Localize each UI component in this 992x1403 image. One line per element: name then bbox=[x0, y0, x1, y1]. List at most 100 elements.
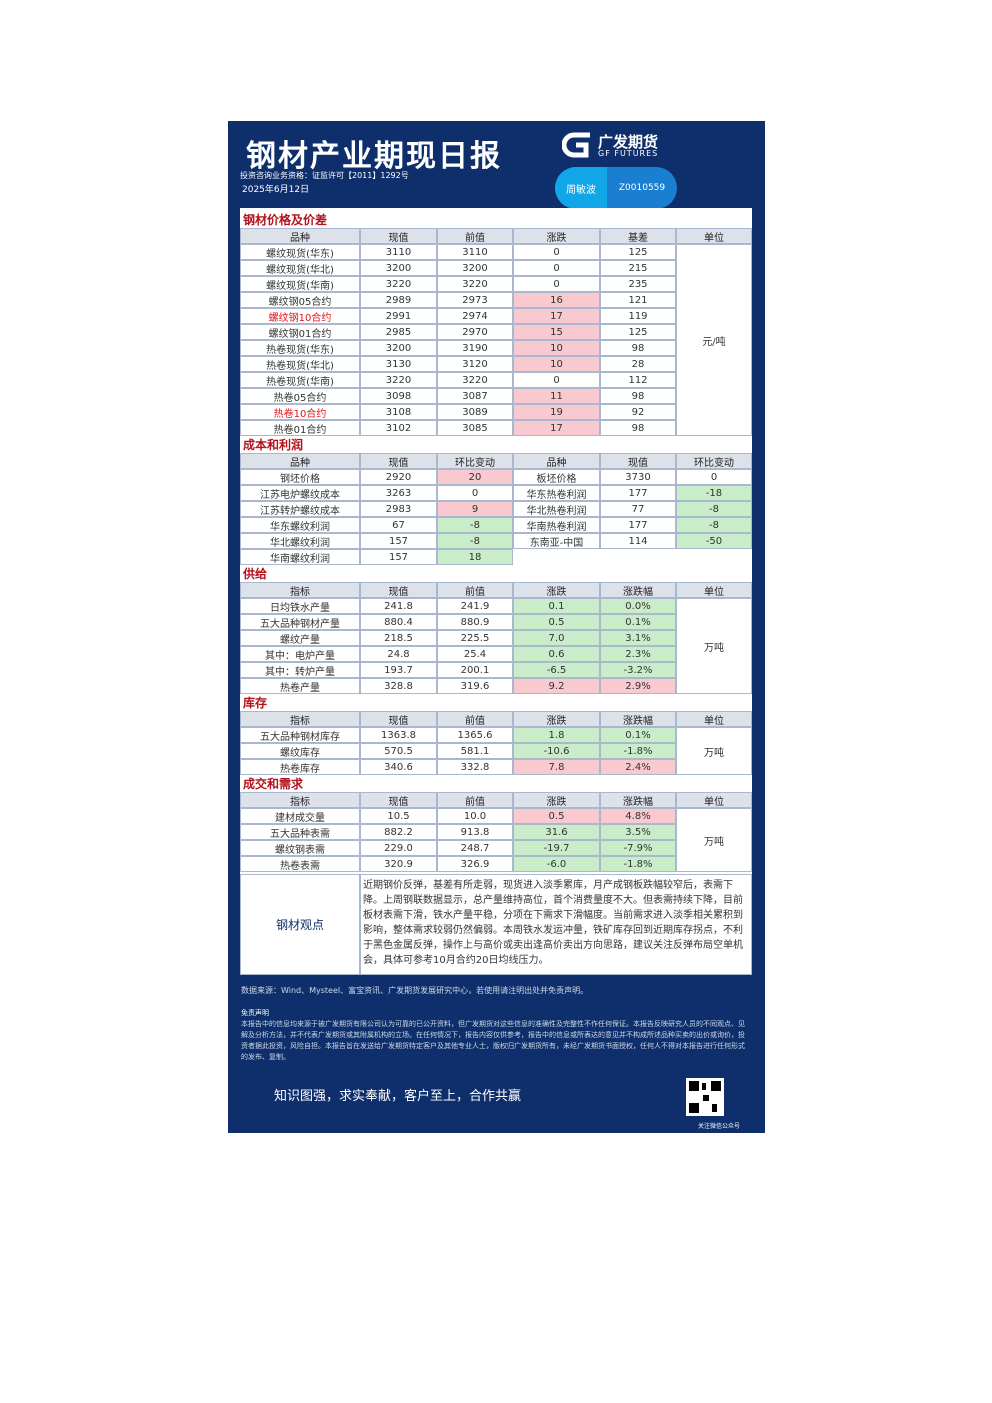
cell-value: 92 bbox=[600, 404, 676, 420]
cell-value: 1.8 bbox=[513, 727, 600, 743]
cell-value: 248.7 bbox=[437, 840, 513, 856]
column-header: 涨跌幅 bbox=[600, 582, 676, 598]
cell-value: 3085 bbox=[437, 420, 513, 436]
cell-value: 157 bbox=[360, 533, 437, 549]
column-header: 前值 bbox=[437, 792, 513, 808]
column-header: 指标 bbox=[240, 582, 360, 598]
cell-value: 3.5% bbox=[600, 824, 676, 840]
license: 投资咨询业务资格：证监许可【2011】1292号 bbox=[240, 171, 409, 180]
column-header: 现值 bbox=[360, 792, 437, 808]
cell-value: 3263 bbox=[360, 485, 437, 501]
cell-value: 119 bbox=[600, 308, 676, 324]
column-header: 前值 bbox=[437, 711, 513, 727]
cell-value: 880.9 bbox=[437, 614, 513, 630]
cell-value: 19 bbox=[513, 404, 600, 420]
cell-value: 98 bbox=[600, 388, 676, 404]
cell-value: 570.5 bbox=[360, 743, 437, 759]
cell-value: 2989 bbox=[360, 292, 437, 308]
analyst-id: Z0010559 bbox=[618, 183, 666, 193]
disclaimer-title: 免责声明 bbox=[241, 1009, 269, 1017]
cell-value: 880.4 bbox=[360, 614, 437, 630]
cell-value: 157 bbox=[360, 549, 437, 565]
cell-value: -3.2% bbox=[600, 662, 676, 678]
analyst: 周敏波 bbox=[555, 167, 607, 209]
row-label: 五大品种表需 bbox=[240, 824, 360, 840]
column-header: 现值 bbox=[360, 582, 437, 598]
logo-en: GF FUTURES bbox=[598, 149, 659, 158]
row-label: 其中：电炉产量 bbox=[240, 646, 360, 662]
cell-value: 2.4% bbox=[600, 759, 676, 775]
cell-value: 0 bbox=[513, 276, 600, 292]
cell-value: 18 bbox=[437, 549, 513, 565]
views-label: 钢材观点 bbox=[240, 874, 360, 975]
row-label: 华东螺纹利润 bbox=[240, 517, 360, 533]
column-header: 指标 bbox=[240, 711, 360, 727]
row-label: 螺纹库存 bbox=[240, 743, 360, 759]
column-header: 单位 bbox=[676, 228, 752, 244]
cell-value: 9.2 bbox=[513, 678, 600, 694]
cell-value: 17 bbox=[513, 420, 600, 436]
column-header: 单位 bbox=[676, 792, 752, 808]
cell-value: -8 bbox=[437, 533, 513, 549]
cell-value: 0.5 bbox=[513, 614, 600, 630]
row-label: 螺纹现货(华南) bbox=[240, 276, 360, 292]
column-header: 涨跌 bbox=[513, 711, 600, 727]
cell-value: 3220 bbox=[437, 372, 513, 388]
column-header: 品种 bbox=[240, 453, 360, 469]
cell-value: 3200 bbox=[360, 340, 437, 356]
row-label: 热卷现货(华东) bbox=[240, 340, 360, 356]
cell-value: 200.1 bbox=[437, 662, 513, 678]
cell-value: 2985 bbox=[360, 324, 437, 340]
cell-value: 581.1 bbox=[437, 743, 513, 759]
cell-value: 320.9 bbox=[360, 856, 437, 872]
cell-value: 20 bbox=[437, 469, 513, 485]
cell-value: 0.1% bbox=[600, 727, 676, 743]
title: 钢材产业期现日报 bbox=[246, 139, 502, 174]
cell-value: 2991 bbox=[360, 308, 437, 324]
cell-value: 10 bbox=[513, 356, 600, 372]
cell-value: 241.8 bbox=[360, 598, 437, 614]
cell-value: 2.3% bbox=[600, 646, 676, 662]
cell-value: 241.9 bbox=[437, 598, 513, 614]
qr-caption: 关注微信公众号 bbox=[698, 1123, 741, 1130]
cell-value: 11 bbox=[513, 388, 600, 404]
cell-value: 2974 bbox=[437, 308, 513, 324]
cell-value: 3220 bbox=[360, 372, 437, 388]
cell-value: 10.5 bbox=[360, 808, 437, 824]
row-label: 热卷产量 bbox=[240, 678, 360, 694]
row-label: 板坯价格 bbox=[513, 469, 600, 485]
column-header: 品种 bbox=[240, 228, 360, 244]
cell-value: 0 bbox=[513, 260, 600, 276]
cell-value: 98 bbox=[600, 340, 676, 356]
column-header: 前值 bbox=[437, 582, 513, 598]
cell-value: 340.6 bbox=[360, 759, 437, 775]
cell-value: 0.0% bbox=[600, 598, 676, 614]
content-box: 钢材价格及价差 品种 现值 前值 涨跌 基差 单位 螺纹现货(华东) 3110 3110 0 125 螺… bbox=[240, 208, 752, 975]
cell-value: 3110 bbox=[437, 244, 513, 260]
cell-value: 3089 bbox=[437, 404, 513, 420]
cell-value: 2.9% bbox=[600, 678, 676, 694]
cell-value: 177 bbox=[600, 517, 676, 533]
cell-value: -19.7 bbox=[513, 840, 600, 856]
cell-value: -1.8% bbox=[600, 743, 676, 759]
column-header: 环比变动 bbox=[676, 453, 752, 469]
unit: 万吨 bbox=[676, 598, 752, 694]
cell-value: -10.6 bbox=[513, 743, 600, 759]
cell-value: 112 bbox=[600, 372, 676, 388]
cell-value: 3200 bbox=[437, 260, 513, 276]
cell-value: 326.9 bbox=[437, 856, 513, 872]
cell-value: 3120 bbox=[437, 356, 513, 372]
column-header: 前值 bbox=[437, 228, 513, 244]
column-header: 基差 bbox=[600, 228, 676, 244]
cell-value: 3.1% bbox=[600, 630, 676, 646]
row-label: 螺纹钢01合约 bbox=[240, 324, 360, 340]
column-header: 品种 bbox=[513, 453, 600, 469]
row-label: 螺纹产量 bbox=[240, 630, 360, 646]
cell-value: 25.4 bbox=[437, 646, 513, 662]
cell-value: 67 bbox=[360, 517, 437, 533]
row-label: 热卷现货(华北) bbox=[240, 356, 360, 372]
cell-value: 2920 bbox=[360, 469, 437, 485]
row-label: 江苏转炉螺纹成本 bbox=[240, 501, 360, 517]
cell-value: 1363.8 bbox=[360, 727, 437, 743]
